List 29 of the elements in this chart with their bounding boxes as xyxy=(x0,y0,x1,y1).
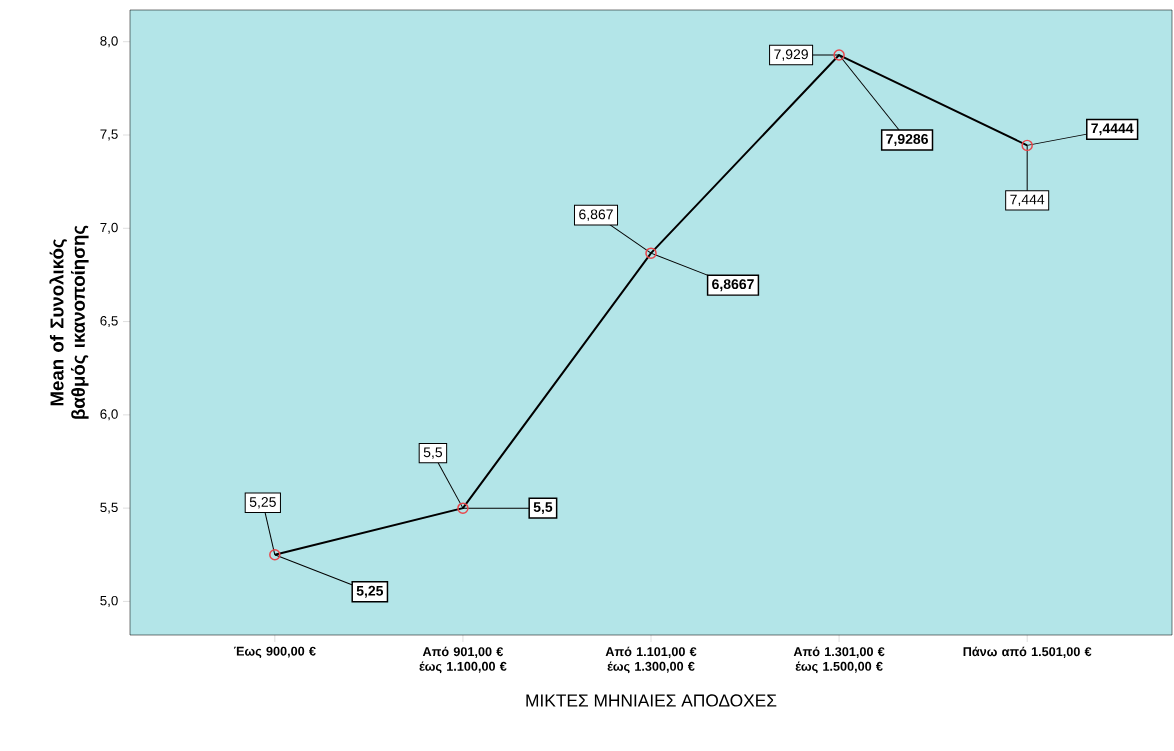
x-tick-label: Από 1.101,00 € έως 1.300,00 € xyxy=(605,646,697,674)
y-axis-title: Mean of Συνολικός βαθμός ικανοποίησης xyxy=(49,225,89,419)
annotation: 7,929 xyxy=(774,49,808,61)
data-label: 6,8667 xyxy=(712,279,754,292)
data-label: 7,4444 xyxy=(1091,123,1134,136)
point xyxy=(457,502,469,514)
point xyxy=(833,49,845,61)
x-tick-label: Πάνω από 1.501,00 € xyxy=(963,646,1092,658)
x-tick-label: Έως 900,00 € xyxy=(233,646,316,659)
y-tick-label: 5,5 xyxy=(100,502,118,514)
data-label: 5,25 xyxy=(356,585,384,598)
point xyxy=(269,549,281,561)
y-tick-label: 7,0 xyxy=(100,222,118,234)
y-tick-label: 6,0 xyxy=(100,409,118,421)
point xyxy=(645,247,657,259)
data-label: 5,5 xyxy=(533,502,553,515)
data-label: 7,9286 xyxy=(886,134,928,147)
y-tick-label: 6,5 xyxy=(100,316,118,328)
y-tick-label: 5,0 xyxy=(100,595,118,607)
x-tick-label: Από 901,00 € έως 1.100,00 € xyxy=(419,646,507,674)
y-tick-label: 7,5 xyxy=(100,129,118,141)
annotation: 6,867 xyxy=(579,209,613,221)
annotation: 7,444 xyxy=(1010,194,1045,207)
point xyxy=(1021,139,1033,152)
y-tick-label: 8,0 xyxy=(100,36,118,48)
annotation: 5,25 xyxy=(249,497,276,509)
x-axis-title: ΜΙΚΤΕΣ ΜΗΝΙΑΙΕΣ ΑΠΟΔΟΧΕΣ xyxy=(526,694,777,707)
annotation: 5,5 xyxy=(423,447,443,459)
x-tick-label: Από 1.301,00 € έως 1.500,00 € xyxy=(793,646,885,674)
